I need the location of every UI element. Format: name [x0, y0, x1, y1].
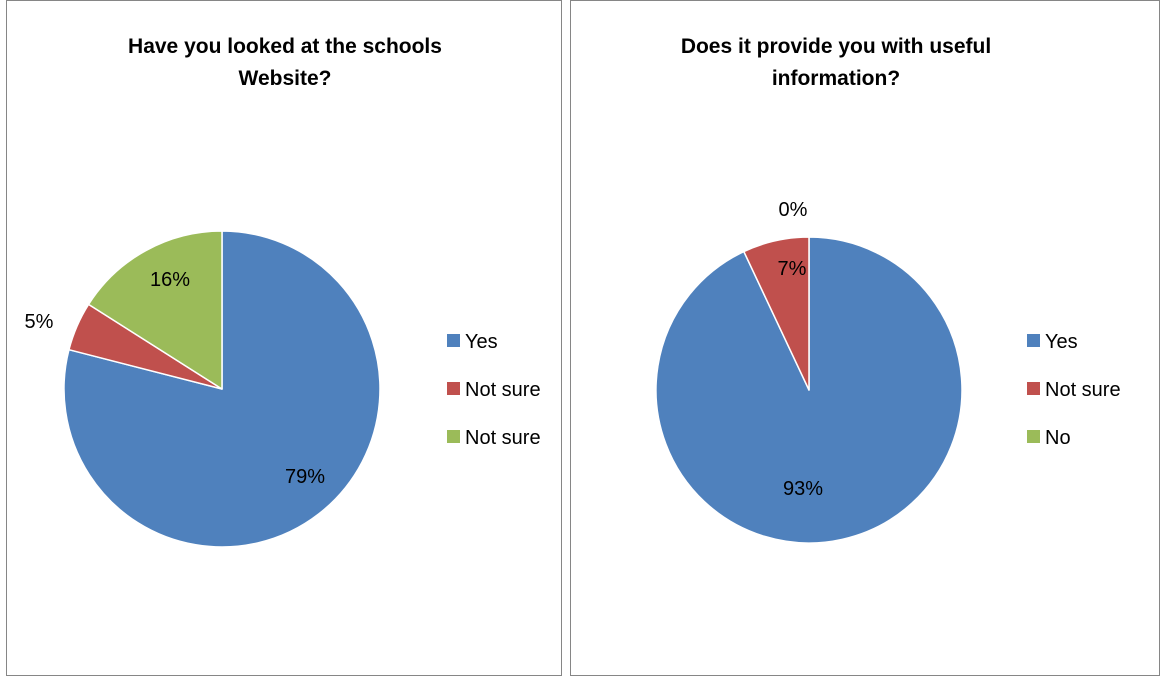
chart-title-line-2: Website? [239, 67, 332, 90]
data-label: 7% [778, 258, 807, 280]
legend-swatch [1027, 334, 1040, 347]
legend-swatch [447, 334, 460, 347]
legend-swatch [1027, 382, 1040, 395]
legend-label: Yes [1045, 331, 1078, 353]
legend-swatch [1027, 430, 1040, 443]
chart-title-line-2: information? [772, 67, 900, 90]
chart-panel-useful-information: Does it provide you with useful informat… [570, 0, 1160, 676]
legend-label: Not sure [465, 379, 541, 401]
legend-swatch [447, 430, 460, 443]
chart-panel-website-viewed: Have you looked at the schools Website? … [6, 0, 562, 676]
legend-label: Not sure [1045, 379, 1121, 401]
pie-slice-yes [63, 230, 381, 548]
pie-chart-website-viewed: Have you looked at the schools Website? … [25, 35, 541, 548]
data-label: 79% [285, 466, 325, 488]
data-label: 5% [25, 311, 54, 333]
pie-data-labels: 79% 5% 16% [25, 269, 326, 488]
pie-chart-useful-information: Does it provide you with useful informat… [655, 35, 1121, 544]
chart-title-line-1: Does it provide you with useful [681, 35, 991, 58]
pie-slice-not-sure [87, 230, 223, 390]
chart-legend: Yes Not sure No [1027, 331, 1121, 449]
chart-title-line-1: Have you looked at the schools [128, 35, 442, 58]
chart-legend: Yes Not sure Not sure [447, 331, 541, 449]
data-label: 93% [783, 478, 823, 500]
data-label: 16% [150, 269, 190, 291]
legend-label: Yes [465, 331, 498, 353]
legend-swatch [447, 382, 460, 395]
legend-label: No [1045, 427, 1071, 449]
pie-data-labels: 93% 7% 0% [778, 199, 824, 500]
legend-label: Not sure [465, 427, 541, 449]
pie-slices [63, 230, 381, 548]
data-label: 0% [779, 199, 808, 221]
pie-slice-not-sure [743, 236, 810, 391]
pie-slices [655, 236, 963, 544]
